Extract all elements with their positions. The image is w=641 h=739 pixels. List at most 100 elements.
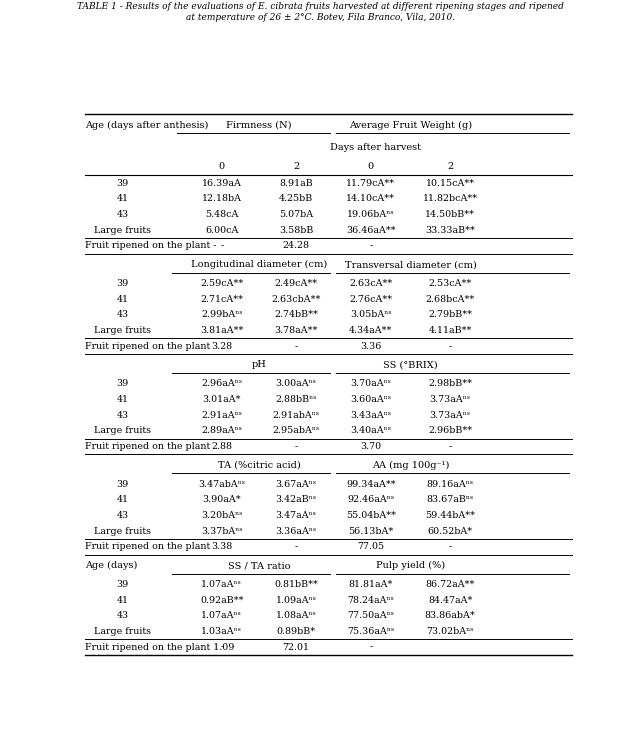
Text: 3.58bB: 3.58bB [279, 225, 313, 235]
Text: 3.73aAⁿˢ: 3.73aAⁿˢ [429, 395, 470, 404]
Text: -: - [449, 442, 452, 451]
Text: 2.96bB**: 2.96bB** [428, 426, 472, 435]
Text: 2.95abAⁿˢ: 2.95abAⁿˢ [272, 426, 320, 435]
Text: 2.68bcA**: 2.68bcA** [426, 295, 475, 304]
Text: 2: 2 [293, 163, 299, 171]
Text: 12.18bA: 12.18bA [202, 194, 242, 203]
Text: -: - [295, 442, 298, 451]
Text: -: - [449, 341, 452, 351]
Text: Large fruits: Large fruits [94, 225, 151, 235]
Text: 3.47abAⁿˢ: 3.47abAⁿˢ [198, 480, 246, 488]
Text: 43: 43 [116, 511, 128, 520]
Text: 14.10cA**: 14.10cA** [346, 194, 395, 203]
Text: 3.36aAⁿˢ: 3.36aAⁿˢ [276, 527, 317, 536]
Text: 73.02bAⁿˢ: 73.02bAⁿˢ [426, 627, 474, 636]
Text: 39: 39 [116, 179, 128, 188]
Text: 43: 43 [116, 210, 128, 219]
Text: Fruit ripened on the plant: Fruit ripened on the plant [85, 442, 210, 451]
Text: 3.73aAⁿˢ: 3.73aAⁿˢ [429, 411, 470, 420]
Text: -: - [220, 242, 223, 251]
Text: 83.67aBⁿˢ: 83.67aBⁿˢ [427, 495, 474, 504]
Text: Fruit ripened on the plant: Fruit ripened on the plant [85, 341, 210, 351]
Text: 6.00cA: 6.00cA [205, 225, 238, 235]
Text: 1.03aAⁿˢ: 1.03aAⁿˢ [201, 627, 242, 636]
Text: Large fruits: Large fruits [94, 627, 151, 636]
Text: 43: 43 [116, 411, 128, 420]
Text: Fruit ripened on the plant 1.09: Fruit ripened on the plant 1.09 [85, 642, 235, 652]
Text: 3.36: 3.36 [360, 341, 381, 351]
Text: 3.70: 3.70 [360, 442, 381, 451]
Text: 3.42aBⁿˢ: 3.42aBⁿˢ [276, 495, 317, 504]
Text: 5.48cA: 5.48cA [205, 210, 238, 219]
Text: 77.05: 77.05 [357, 542, 385, 551]
Text: Large fruits: Large fruits [94, 426, 151, 435]
Text: 24.28: 24.28 [283, 242, 310, 251]
Text: 43: 43 [116, 611, 128, 620]
Text: 11.79cA**: 11.79cA** [346, 179, 395, 188]
Text: 89.16aAⁿˢ: 89.16aAⁿˢ [427, 480, 474, 488]
Text: 2: 2 [447, 163, 453, 171]
Text: 39: 39 [116, 580, 128, 589]
Text: Longitudinal diameter (cm): Longitudinal diameter (cm) [191, 260, 327, 269]
Text: 0: 0 [219, 163, 225, 171]
Text: 4.11aB**: 4.11aB** [429, 326, 472, 335]
Text: 2.74bB**: 2.74bB** [274, 310, 318, 319]
Text: 2.71cA**: 2.71cA** [200, 295, 243, 304]
Text: -: - [449, 542, 452, 551]
Text: 3.20bAⁿˢ: 3.20bAⁿˢ [201, 511, 242, 520]
Text: 19.06bAⁿˢ: 19.06bAⁿˢ [347, 210, 395, 219]
Text: 39: 39 [116, 480, 128, 488]
Text: -: - [295, 341, 298, 351]
Text: Fruit ripened on the plant -: Fruit ripened on the plant - [85, 242, 217, 251]
Text: Transversal diameter (cm): Transversal diameter (cm) [345, 260, 476, 269]
Text: -: - [369, 642, 372, 652]
Text: 1.07aAⁿˢ: 1.07aAⁿˢ [201, 580, 242, 589]
Text: 41: 41 [117, 495, 128, 504]
Text: Age (days after anthesis): Age (days after anthesis) [85, 120, 208, 130]
Text: 2.53cA**: 2.53cA** [429, 279, 472, 288]
Text: SS / TA ratio: SS / TA ratio [228, 561, 290, 570]
Text: 41: 41 [117, 194, 128, 203]
Text: 41: 41 [117, 596, 128, 605]
Text: 3.01aA*: 3.01aA* [203, 395, 241, 404]
Text: 2.91aAⁿˢ: 2.91aAⁿˢ [201, 411, 242, 420]
Text: 3.38: 3.38 [211, 542, 232, 551]
Text: 84.47aA*: 84.47aA* [428, 596, 472, 605]
Text: 2.79bB**: 2.79bB** [428, 310, 472, 319]
Text: 3.37bAⁿˢ: 3.37bAⁿˢ [201, 527, 242, 536]
Text: 78.24aAⁿˢ: 78.24aAⁿˢ [347, 596, 394, 605]
Text: 3.00aAⁿˢ: 3.00aAⁿˢ [276, 379, 317, 388]
Text: 0.89bB*: 0.89bB* [277, 627, 316, 636]
Text: 81.81aA*: 81.81aA* [349, 580, 393, 589]
Text: 8.91aB: 8.91aB [279, 179, 313, 188]
Text: 1.09aAⁿˢ: 1.09aAⁿˢ [276, 596, 317, 605]
Text: 3.43aAⁿˢ: 3.43aAⁿˢ [350, 411, 391, 420]
Text: 3.60aAⁿˢ: 3.60aAⁿˢ [350, 395, 391, 404]
Text: 2.96aAⁿˢ: 2.96aAⁿˢ [201, 379, 242, 388]
Text: 75.36aAⁿˢ: 75.36aAⁿˢ [347, 627, 394, 636]
Text: 0: 0 [368, 163, 374, 171]
Text: 10.15cA**: 10.15cA** [426, 179, 475, 188]
Text: 4.25bB: 4.25bB [279, 194, 313, 203]
Text: 2.98bB**: 2.98bB** [428, 379, 472, 388]
Text: -: - [220, 642, 223, 652]
Text: Large fruits: Large fruits [94, 326, 151, 335]
Text: Days after harvest: Days after harvest [330, 143, 421, 151]
Text: 2.59cA**: 2.59cA** [200, 279, 244, 288]
Text: Firmness (N): Firmness (N) [226, 120, 292, 130]
Text: Average Fruit Weight (g): Average Fruit Weight (g) [349, 120, 472, 130]
Text: -: - [295, 542, 298, 551]
Text: 60.52bA*: 60.52bA* [428, 527, 473, 536]
Text: 77.50aAⁿˢ: 77.50aAⁿˢ [347, 611, 394, 620]
Text: SS (°BRIX): SS (°BRIX) [383, 361, 438, 370]
Text: 39: 39 [116, 379, 128, 388]
Text: TA (%citric acid): TA (%citric acid) [217, 461, 301, 470]
Text: 2.99bAⁿˢ: 2.99bAⁿˢ [201, 310, 242, 319]
Text: 72.01: 72.01 [283, 642, 310, 652]
Text: 2.76cA**: 2.76cA** [349, 295, 392, 304]
Text: 3.47aAⁿˢ: 3.47aAⁿˢ [276, 511, 317, 520]
Text: 33.33aB**: 33.33aB** [425, 225, 475, 235]
Text: 41: 41 [117, 295, 128, 304]
Text: 2.91abAⁿˢ: 2.91abAⁿˢ [272, 411, 320, 420]
Text: Pulp yield (%): Pulp yield (%) [376, 561, 445, 570]
